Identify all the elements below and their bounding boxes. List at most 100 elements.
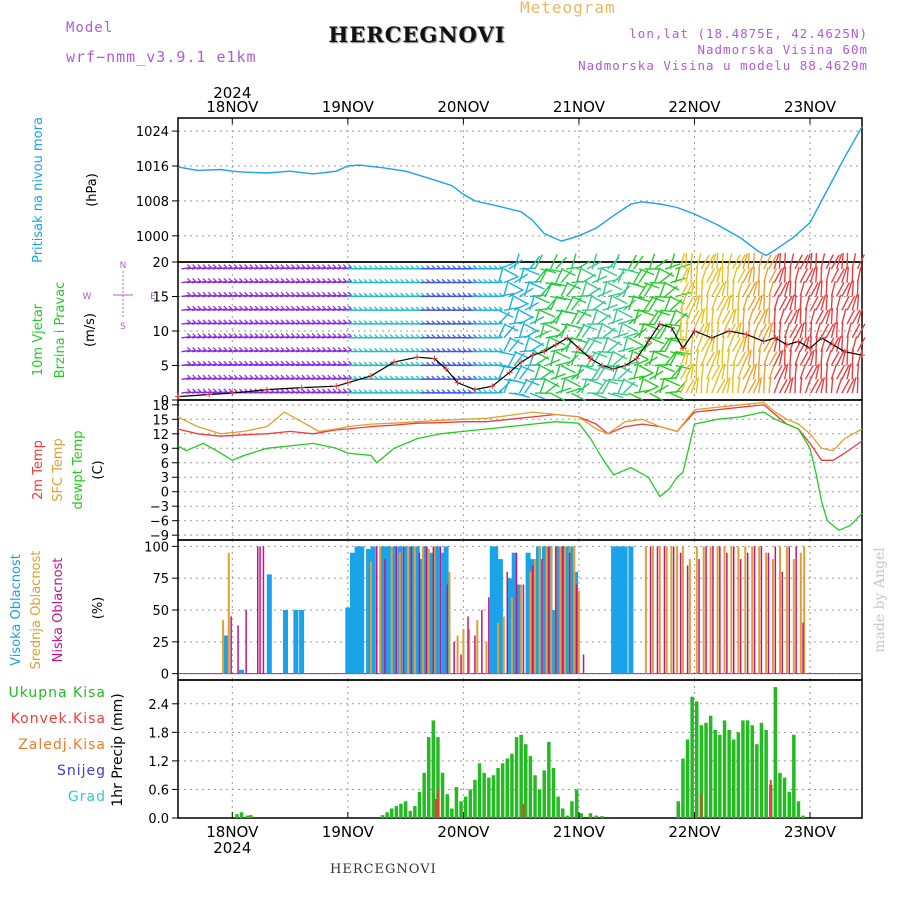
lonlat-info: lon,lat (18.4875E, 42.4625N) <box>629 26 868 41</box>
wind-arrow <box>608 283 622 290</box>
wind-arrow <box>509 295 514 310</box>
wind-arrow <box>790 267 791 283</box>
cloud-bar <box>730 546 732 673</box>
wind-arrow <box>795 281 796 297</box>
wind-arrow <box>597 323 602 338</box>
watermark: made by Angel <box>872 547 888 653</box>
precip-bar <box>432 720 436 818</box>
wind-arrow <box>826 350 831 365</box>
wind-arrow <box>717 309 722 324</box>
wind-arrow <box>837 378 842 393</box>
wind-arrow <box>561 366 575 373</box>
wind-arrow <box>519 323 524 338</box>
y-tick-label: −3 <box>150 500 169 515</box>
wind-arrow <box>795 267 799 283</box>
wind-arrow <box>738 281 743 296</box>
wind-arrow <box>842 253 843 269</box>
wind-arrow <box>826 267 830 283</box>
wind-arrow <box>831 294 832 310</box>
wind-arrow <box>759 350 761 366</box>
cloud-bar <box>573 546 575 673</box>
cloud-bar <box>411 546 413 673</box>
precip-bar <box>478 763 482 818</box>
cloud-bar <box>682 546 684 673</box>
wind-arrow <box>530 283 545 289</box>
wind-arrow <box>592 366 601 379</box>
wind-arrow <box>696 337 702 352</box>
wind-arrow <box>795 350 800 365</box>
cloud-bar <box>761 546 763 673</box>
wind-arrow <box>603 337 609 352</box>
wind-arrow <box>743 308 744 324</box>
cloud-bar <box>564 546 566 673</box>
precip-bar <box>422 773 426 818</box>
cloud-bar <box>488 597 490 673</box>
wind-arrow <box>779 253 780 269</box>
legend-pressure: Pritisak na nivou mora <box>31 117 46 263</box>
legend-temp-2m: 2m Temp <box>31 440 46 500</box>
cloud-bar <box>396 546 398 673</box>
wind-arrow <box>717 253 718 269</box>
legend-cloud-mid: Srednja Oblacnost <box>29 551 44 670</box>
cloud-bar <box>765 553 767 674</box>
precip-bar <box>732 740 736 819</box>
wind-arrow <box>727 254 732 269</box>
cloud-bar <box>670 546 672 673</box>
wind-arrow <box>582 324 597 330</box>
cloud-bar <box>345 608 350 674</box>
wind-arrow <box>540 323 544 338</box>
wind-arrow <box>535 308 551 310</box>
y-tick-label: 100 <box>144 540 169 555</box>
legend-precip-4: Snijeg <box>57 763 106 779</box>
wind-arrow <box>519 350 535 351</box>
cloud-bar <box>460 655 462 674</box>
cloud-bar <box>422 546 424 673</box>
wind-arrow <box>759 254 763 269</box>
cloud-bar <box>717 546 719 673</box>
wind-arrow <box>722 253 723 269</box>
cloud-bar <box>689 559 691 674</box>
cloud-bar <box>541 559 543 674</box>
cloud-bar <box>726 553 728 674</box>
wind-arrow <box>525 379 540 385</box>
cloud-bar <box>245 610 247 674</box>
precip-bar <box>249 815 253 818</box>
wind-arrow <box>514 393 529 397</box>
precip-bar <box>395 806 399 818</box>
compass-e: E <box>150 292 156 302</box>
wind-arrow <box>686 253 687 269</box>
y-tick-label: 15 <box>152 413 169 428</box>
wind-arrow <box>774 378 780 393</box>
wind-arrow <box>733 281 734 297</box>
precip-bar <box>464 797 468 818</box>
y-tick-label: 25 <box>152 636 169 651</box>
precip-bar <box>580 813 584 818</box>
precip-bar <box>533 775 537 818</box>
y-tick-label: 5 <box>161 360 169 375</box>
cloud-bar <box>467 616 469 673</box>
wind-arrow <box>759 267 760 283</box>
wind-arrow <box>800 294 801 310</box>
wind-arrow <box>748 253 749 269</box>
wind-arrow <box>514 309 519 324</box>
cloud-bar <box>239 670 244 674</box>
wind-arrow <box>842 336 843 352</box>
precip-bar <box>760 723 764 818</box>
precip-bar <box>409 811 413 818</box>
wind-arrow <box>800 364 805 379</box>
precip-bar <box>556 797 560 818</box>
precip-bar <box>751 725 755 818</box>
cloud-bar <box>758 546 760 673</box>
wind-arrow <box>837 308 838 324</box>
wind-arrow <box>805 295 809 310</box>
year-label-bottom: 2024 <box>213 839 251 857</box>
compass-n: N <box>120 261 127 271</box>
wind-arrow <box>738 364 744 379</box>
cloud-bar <box>419 553 421 674</box>
x-tick-label-bottom: 20NOV <box>437 823 490 841</box>
panel-5: 0.00.61.21.82.4 <box>148 680 862 827</box>
cloud-bar <box>534 559 536 674</box>
wind-arrow <box>499 352 515 355</box>
wind-arrow <box>525 281 530 296</box>
